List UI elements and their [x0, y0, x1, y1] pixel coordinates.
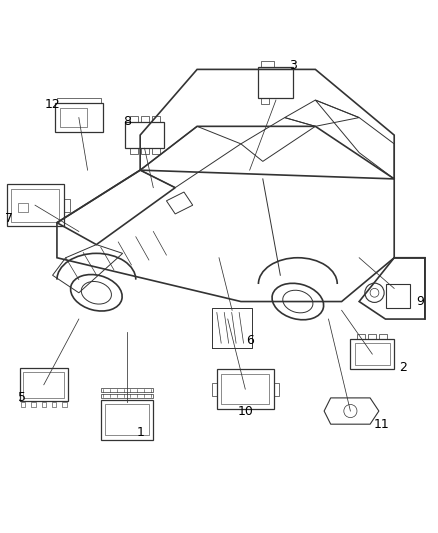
Text: 6: 6: [246, 335, 254, 348]
Text: 11: 11: [373, 418, 389, 431]
Bar: [141, 148, 149, 155]
Bar: [152, 148, 160, 155]
Bar: [57, 98, 101, 103]
Text: 5: 5: [18, 391, 26, 405]
Bar: [355, 343, 390, 365]
Bar: [20, 368, 68, 401]
Text: 7: 7: [5, 212, 13, 225]
Bar: [258, 67, 293, 98]
Bar: [42, 402, 46, 407]
Bar: [101, 400, 153, 440]
Bar: [261, 61, 274, 67]
Text: 12: 12: [45, 98, 60, 111]
Bar: [101, 388, 153, 392]
Bar: [64, 199, 70, 212]
Text: 2: 2: [399, 361, 407, 374]
Bar: [11, 189, 59, 222]
Bar: [274, 383, 279, 395]
Bar: [379, 334, 387, 339]
Bar: [386, 284, 410, 308]
Bar: [7, 184, 64, 226]
Bar: [21, 402, 25, 407]
Bar: [101, 393, 153, 398]
Bar: [141, 116, 149, 122]
Bar: [125, 122, 164, 148]
Bar: [62, 402, 67, 407]
Bar: [368, 334, 376, 339]
Bar: [152, 116, 160, 122]
Bar: [52, 402, 56, 407]
Text: 3: 3: [290, 59, 297, 71]
Bar: [130, 116, 138, 122]
Bar: [55, 103, 103, 132]
Bar: [217, 369, 274, 409]
Text: 8: 8: [123, 116, 131, 128]
Bar: [60, 108, 87, 127]
Bar: [130, 148, 138, 155]
Text: 10: 10: [237, 405, 253, 417]
Text: 1: 1: [136, 426, 144, 439]
Bar: [212, 383, 217, 395]
Bar: [357, 334, 365, 339]
Bar: [23, 372, 64, 398]
Bar: [18, 204, 28, 212]
Text: 9: 9: [417, 295, 424, 308]
Bar: [350, 339, 394, 369]
Bar: [32, 402, 35, 407]
Bar: [221, 374, 269, 405]
Bar: [261, 98, 269, 104]
Bar: [105, 405, 149, 435]
